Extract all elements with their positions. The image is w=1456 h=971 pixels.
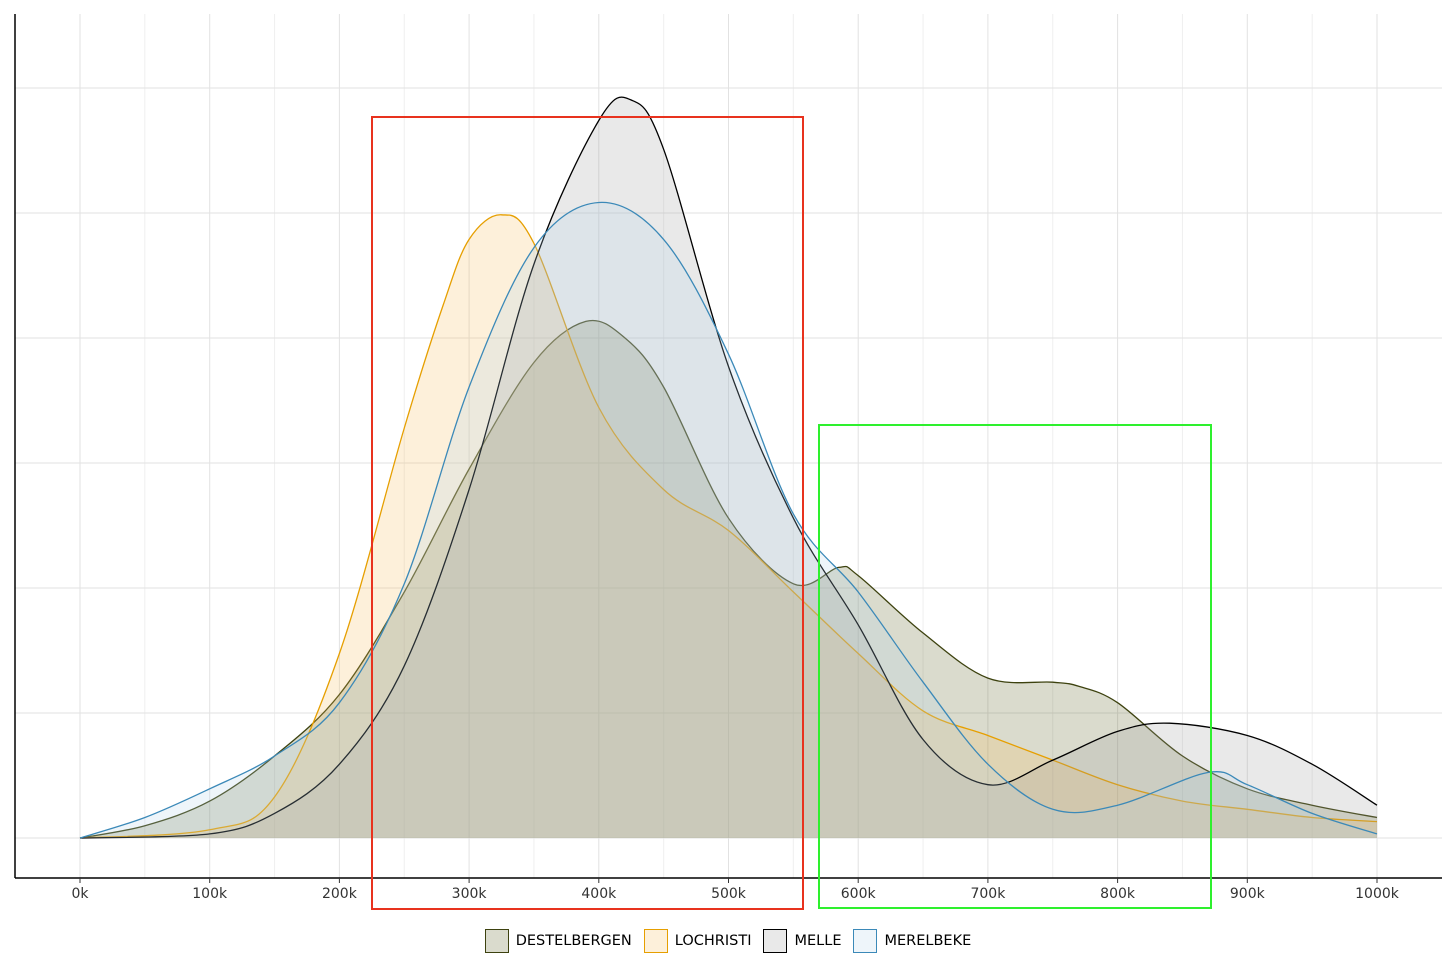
x-tick-label: 500k (711, 886, 747, 902)
x-tick-label: 1000k (1355, 886, 1400, 902)
density-area-merelbeke (80, 202, 1377, 838)
legend-swatch (853, 929, 878, 953)
legend: DESTELBERGEN LOCHRISTI MELLE MERELBEKE (0, 924, 1456, 958)
legend-item-destelbergen: DESTELBERGEN (484, 929, 632, 953)
density-line-destelbergen (79, 319, 1378, 839)
legend-label: DESTELBERGEN (515, 933, 632, 949)
legend-item-merelbeke: MERELBEKE (853, 929, 971, 953)
legend-item-lochristi: LOCHRISTI (643, 929, 752, 953)
series-layer (79, 96, 1378, 839)
green-highlight-box (818, 424, 1212, 909)
x-tick-label: 900k (1230, 886, 1266, 902)
x-tick-label: 0k (71, 886, 89, 902)
density-area-melle (80, 97, 1377, 838)
x-tick-label: 600k (841, 886, 877, 902)
x-tick-label: 800k (1100, 886, 1136, 902)
grid-layer (15, 14, 1442, 878)
density-line-melle (79, 96, 1378, 839)
axis-layer: 0k 100k 200k 300k 400k 500k 600k 700k 800k 900k 10… (14, 14, 1442, 902)
legend-label: LOCHRISTI (674, 933, 752, 949)
legend-label: MERELBEKE (884, 933, 972, 949)
x-tick-label: 200k (322, 886, 358, 902)
x-tick-label: 300k (452, 886, 488, 902)
x-tick-label: 400k (581, 886, 617, 902)
density-area-destelbergen (80, 320, 1377, 838)
density-area-lochristi (80, 214, 1377, 839)
legend-label: MELLE (794, 933, 842, 949)
density-line-merelbeke (79, 201, 1378, 839)
legend-swatch (643, 929, 668, 953)
legend-swatch (763, 929, 788, 953)
legend-item-melle: MELLE (763, 929, 841, 953)
x-tick-label: 100k (192, 886, 228, 902)
legend-swatch (484, 929, 509, 953)
annotation-layer (371, 116, 1212, 910)
x-tick-label: 700k (970, 886, 1006, 902)
red-highlight-box (371, 116, 804, 910)
density-line-lochristi (79, 214, 1378, 839)
